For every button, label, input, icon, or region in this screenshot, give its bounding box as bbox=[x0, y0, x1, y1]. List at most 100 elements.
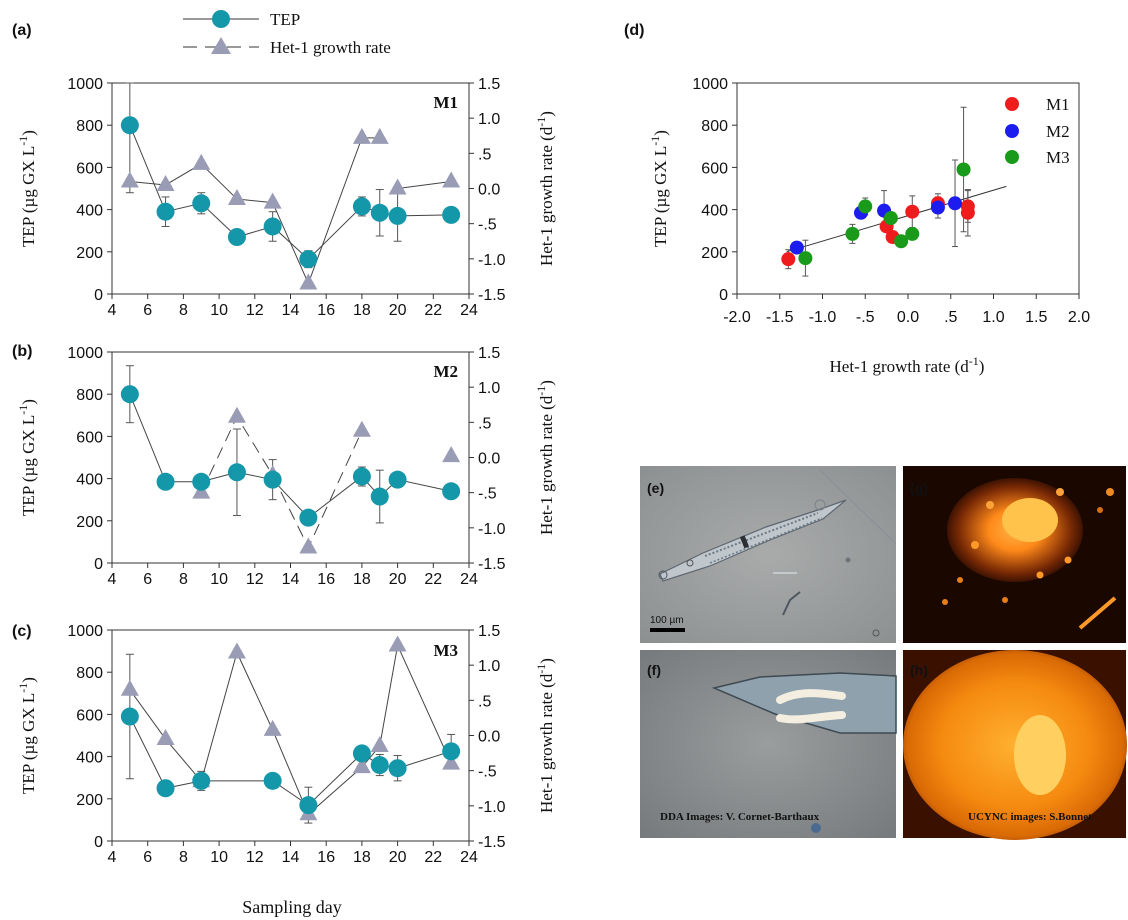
y-axis-label-right: Het-1 growth rate (d-1) bbox=[534, 658, 556, 813]
y-axis-label-left: TEP (µg GX L-1) bbox=[16, 399, 38, 516]
y-tick-label-left: 400 bbox=[76, 203, 103, 220]
het-point bbox=[442, 753, 461, 770]
image-label: (h) bbox=[910, 662, 928, 678]
x-tick-label: 4 bbox=[108, 302, 117, 319]
tep-point bbox=[388, 206, 407, 225]
x-tick-label: 18 bbox=[353, 302, 371, 319]
image-caption: DDA Images: V. Cornet-Barthaux bbox=[660, 811, 820, 823]
plot-frame bbox=[111, 351, 470, 564]
het-point bbox=[442, 446, 461, 463]
legend-het-label: Het-1 growth rate bbox=[270, 38, 391, 57]
panel-label: (a) bbox=[12, 22, 32, 39]
het-point bbox=[156, 729, 175, 746]
y-axis-label-left: TEP (µg GX L-1) bbox=[16, 677, 38, 794]
tep-point bbox=[156, 472, 175, 491]
y-tick-label: 400 bbox=[701, 203, 728, 220]
tep-point bbox=[227, 463, 246, 482]
legend-m3-label: M3 bbox=[1046, 148, 1070, 167]
y-tick-label-right: -1.0 bbox=[478, 252, 506, 269]
y-tick-label-left: 400 bbox=[76, 750, 103, 767]
y-tick-label-left: 0 bbox=[94, 556, 103, 573]
y-tick-label-right: .5 bbox=[478, 693, 491, 710]
het-line bbox=[397, 180, 452, 189]
scatter-point-m1 bbox=[960, 205, 975, 220]
x-tick-label: 24 bbox=[460, 571, 478, 588]
tep-point bbox=[263, 470, 282, 489]
diatom-cell-drawing bbox=[658, 469, 896, 637]
y-tick-label-right: 0.0 bbox=[478, 729, 500, 746]
x-tick-label: 22 bbox=[424, 849, 442, 866]
x-tick-label: 20 bbox=[389, 849, 407, 866]
het-point bbox=[156, 174, 175, 191]
x-tick-label: 4 bbox=[108, 571, 117, 588]
x-tick-label: 12 bbox=[246, 571, 264, 588]
tep-point bbox=[192, 194, 211, 213]
panel-label: (d) bbox=[624, 22, 644, 39]
x-tick-label: -2.0 bbox=[723, 309, 751, 326]
x-tick-label: 14 bbox=[282, 571, 300, 588]
x-tick-label: 1.0 bbox=[982, 309, 1004, 326]
tep-point bbox=[352, 467, 371, 486]
x-tick-label: 0.0 bbox=[897, 309, 919, 326]
y-tick-label-left: 1000 bbox=[67, 623, 103, 640]
tep-point bbox=[263, 771, 282, 790]
tep-point bbox=[156, 779, 175, 798]
x-tick-label: 20 bbox=[389, 302, 407, 319]
image-label: (f) bbox=[647, 662, 661, 678]
x-tick-label: 16 bbox=[317, 849, 335, 866]
het-point bbox=[227, 642, 246, 659]
x-tick-label: 22 bbox=[424, 302, 442, 319]
x-tick-label: 24 bbox=[460, 302, 478, 319]
y-axis-label-left: TEP (µg GX L-1) bbox=[16, 130, 38, 247]
tep-line bbox=[129, 716, 452, 806]
het-point bbox=[352, 127, 371, 144]
tep-point bbox=[352, 197, 371, 216]
x-tick-label: 18 bbox=[353, 571, 371, 588]
image-caption: UCYNC images: S.Bonnet bbox=[968, 811, 1092, 823]
scatter-point-m2 bbox=[948, 196, 963, 211]
tep-point bbox=[192, 472, 211, 491]
x-tick-label: 10 bbox=[210, 849, 228, 866]
scatter-point-m2 bbox=[930, 200, 945, 215]
x-tick-label: 12 bbox=[246, 849, 264, 866]
tep-point bbox=[227, 228, 246, 247]
colony-glow-drawing bbox=[942, 478, 1117, 630]
x-tick-label: 16 bbox=[317, 302, 335, 319]
tep-point bbox=[352, 744, 371, 763]
x-tick-label: 1.5 bbox=[1025, 309, 1047, 326]
scatter-legend: M1 M2 M3 bbox=[1005, 95, 1070, 167]
y-tick-label-left: 0 bbox=[94, 287, 103, 304]
het-point bbox=[299, 537, 318, 554]
y-tick-label-left: 600 bbox=[76, 429, 103, 446]
series-tag: M1 bbox=[433, 93, 458, 112]
y-axis-label: TEP (µg GX L-1) bbox=[648, 130, 670, 247]
y-tick-label: 0 bbox=[719, 287, 728, 304]
y-tick-label-left: 200 bbox=[76, 514, 103, 531]
tep-line bbox=[129, 394, 452, 519]
image-panel-g: (g) bbox=[903, 466, 1126, 643]
scale-bar bbox=[650, 628, 685, 632]
het-point bbox=[352, 420, 371, 437]
x-tick-label: -1.5 bbox=[766, 309, 794, 326]
x-tick-label: 10 bbox=[210, 302, 228, 319]
y-tick-label-right: 1.5 bbox=[478, 345, 500, 362]
x-tick-label: 18 bbox=[353, 849, 371, 866]
x-tick-label: 4 bbox=[108, 849, 117, 866]
scale-bar-label: 100 µm bbox=[650, 615, 684, 626]
image-panel-f: (f) DDA Images: V. Cornet-Barthaux bbox=[640, 650, 897, 838]
het-point bbox=[352, 757, 371, 774]
y-axis-label-right: Het-1 growth rate (d-1) bbox=[534, 380, 556, 535]
y-tick-label-right: -1.0 bbox=[478, 799, 506, 816]
y-tick-label-right: 1.0 bbox=[478, 111, 500, 128]
x-tick-label: 22 bbox=[424, 571, 442, 588]
panel-c: (c) M3 4 6 8 10 12 14 16 18 20 22 24 0 200 400 600 800 1… bbox=[12, 623, 556, 866]
x-axis-label-shared: Sampling day bbox=[242, 897, 342, 917]
series-tag: M3 bbox=[433, 641, 458, 660]
y-tick-label-right: .5 bbox=[478, 415, 491, 432]
y-tick-label-left: 800 bbox=[76, 665, 103, 682]
x-tick-label: 2.0 bbox=[1068, 309, 1090, 326]
y-tick-label-right: -1.5 bbox=[478, 834, 506, 851]
tep-point bbox=[299, 508, 318, 527]
x-tick-label: 24 bbox=[460, 849, 478, 866]
